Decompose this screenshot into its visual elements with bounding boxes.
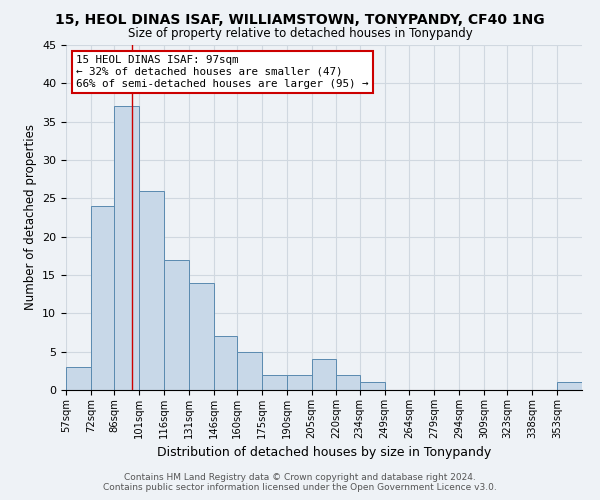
Text: 15 HEOL DINAS ISAF: 97sqm
← 32% of detached houses are smaller (47)
66% of semi-: 15 HEOL DINAS ISAF: 97sqm ← 32% of detac… — [76, 56, 369, 88]
Bar — [557, 382, 582, 390]
Bar — [189, 282, 214, 390]
X-axis label: Distribution of detached houses by size in Tonypandy: Distribution of detached houses by size … — [157, 446, 491, 460]
Bar — [337, 374, 359, 390]
Text: Size of property relative to detached houses in Tonypandy: Size of property relative to detached ho… — [128, 28, 472, 40]
Bar — [359, 382, 385, 390]
Bar — [66, 367, 91, 390]
Bar — [262, 374, 287, 390]
Text: 15, HEOL DINAS ISAF, WILLIAMSTOWN, TONYPANDY, CF40 1NG: 15, HEOL DINAS ISAF, WILLIAMSTOWN, TONYP… — [55, 12, 545, 26]
Bar — [214, 336, 237, 390]
Bar — [139, 190, 164, 390]
Bar — [311, 360, 337, 390]
Text: Contains HM Land Registry data © Crown copyright and database right 2024.
Contai: Contains HM Land Registry data © Crown c… — [103, 473, 497, 492]
Bar — [164, 260, 189, 390]
Bar — [237, 352, 262, 390]
Y-axis label: Number of detached properties: Number of detached properties — [23, 124, 37, 310]
Bar — [287, 374, 311, 390]
Bar — [91, 206, 114, 390]
Bar — [114, 106, 139, 390]
